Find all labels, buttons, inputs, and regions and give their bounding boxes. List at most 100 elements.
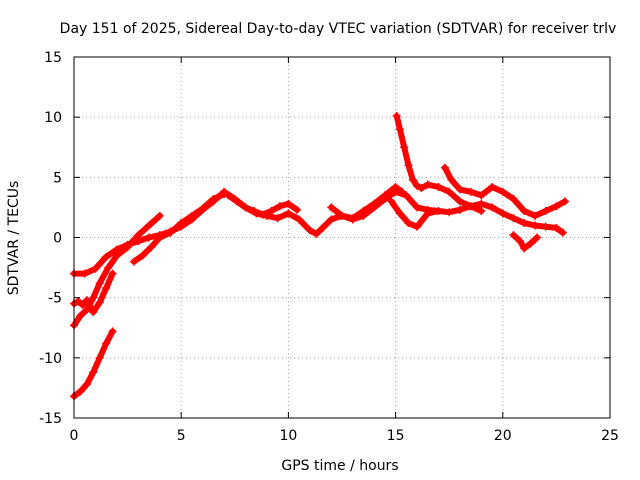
data-point xyxy=(413,203,422,212)
chart-title: Day 151 of 2025, Sidereal Day-to-day VTE… xyxy=(60,21,617,37)
data-point xyxy=(275,202,284,211)
data-point xyxy=(509,231,518,240)
data-point xyxy=(526,239,535,248)
data-point xyxy=(395,209,404,218)
data-point xyxy=(102,284,111,293)
data-point xyxy=(477,191,486,200)
data-point xyxy=(466,187,475,196)
data-point xyxy=(392,111,401,120)
data-point xyxy=(558,228,567,237)
series-arc-a xyxy=(70,327,117,401)
data-point xyxy=(241,203,250,212)
data-point xyxy=(327,215,336,224)
data-point xyxy=(104,263,113,272)
data-point xyxy=(78,300,87,309)
data-point xyxy=(295,215,304,224)
data-point xyxy=(82,380,91,389)
data-point xyxy=(552,223,561,232)
data-point xyxy=(530,221,539,230)
data-point xyxy=(312,229,321,238)
data-point xyxy=(145,233,154,242)
data-point xyxy=(338,211,346,220)
y-axis-label: SDTVAR / TECUs xyxy=(6,181,22,296)
data-point xyxy=(541,207,550,216)
series-layer xyxy=(70,111,569,401)
y-tick-label: -10 xyxy=(39,351,62,367)
data-point xyxy=(509,214,518,223)
data-point xyxy=(145,221,154,230)
data-point xyxy=(130,257,139,266)
data-point xyxy=(76,387,85,396)
data-point xyxy=(404,219,413,228)
data-point xyxy=(434,207,443,216)
data-point xyxy=(284,209,293,218)
data-point xyxy=(155,233,164,242)
series-arc-h xyxy=(392,111,486,216)
data-point xyxy=(445,208,454,217)
data-point xyxy=(187,211,196,220)
y-tick-label: 10 xyxy=(44,110,62,126)
data-point xyxy=(445,187,454,196)
data-point xyxy=(423,180,432,189)
data-point xyxy=(82,296,91,305)
data-point xyxy=(447,175,456,184)
x-tick-label: 0 xyxy=(70,428,79,444)
data-point xyxy=(108,327,117,336)
data-point xyxy=(520,244,529,253)
data-point xyxy=(108,269,117,278)
series-trail xyxy=(71,188,566,277)
data-point xyxy=(250,207,259,216)
series-arc-c xyxy=(70,269,117,317)
data-point xyxy=(359,207,368,216)
data-point xyxy=(402,191,411,200)
x-axis-label: GPS time / hours xyxy=(281,458,398,474)
data-point xyxy=(408,175,417,184)
data-point xyxy=(95,279,104,288)
data-point xyxy=(89,308,98,317)
data-point xyxy=(423,209,432,218)
data-point xyxy=(348,214,357,223)
data-point xyxy=(370,199,379,208)
data-point xyxy=(509,194,518,203)
y-tick-label: 5 xyxy=(53,170,62,186)
data-point xyxy=(273,214,282,223)
y-tick-label: -5 xyxy=(48,291,62,307)
series-arc-j xyxy=(440,163,569,220)
data-point xyxy=(466,202,475,211)
data-point xyxy=(520,219,529,228)
data-point xyxy=(89,293,98,302)
data-point xyxy=(91,264,100,273)
data-point xyxy=(224,191,233,200)
y-tick-label: 0 xyxy=(53,231,62,247)
data-point xyxy=(488,182,497,191)
data-point xyxy=(76,311,85,320)
data-point xyxy=(434,182,443,191)
data-point xyxy=(477,199,486,208)
data-point xyxy=(400,143,409,152)
data-point xyxy=(387,197,396,206)
data-point xyxy=(488,203,497,212)
data-point xyxy=(533,233,542,242)
data-point xyxy=(258,210,267,219)
data-point xyxy=(74,297,83,306)
data-point xyxy=(305,226,314,235)
x-tick-label: 15 xyxy=(387,428,405,444)
data-point xyxy=(177,219,186,228)
data-point xyxy=(498,209,507,218)
x-tick-label: 25 xyxy=(601,428,619,444)
data-point xyxy=(440,163,449,172)
data-point xyxy=(515,237,524,246)
data-point xyxy=(413,222,422,231)
data-point xyxy=(89,368,98,377)
data-point xyxy=(123,240,132,249)
data-point xyxy=(391,182,400,191)
data-point xyxy=(209,194,218,203)
tick-labels: 0 5 10 15 20 25 -15 -10 -5 0 5 10 15 xyxy=(39,50,619,444)
data-point xyxy=(455,205,464,214)
data-point xyxy=(102,339,111,348)
data-point xyxy=(413,181,422,190)
data-point xyxy=(477,207,486,216)
data-point xyxy=(267,207,276,216)
data-point xyxy=(155,211,164,220)
